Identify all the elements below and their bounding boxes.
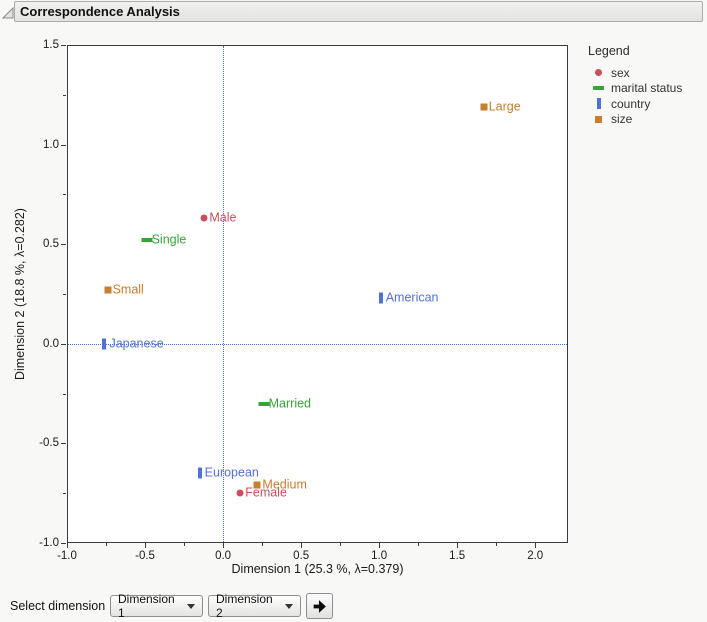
legend-item-marital-status[interactable]: marital status xyxy=(586,81,682,97)
x-axis-tick-label: 0.5 xyxy=(293,550,310,562)
hbar-marker-icon xyxy=(592,86,605,91)
select-dimension-label: Select dimension xyxy=(10,599,106,613)
x-zero-reference-line xyxy=(223,46,225,542)
chevron-down-icon xyxy=(285,603,293,609)
disclosure-triangle-icon[interactable] xyxy=(1,6,14,19)
legend-item-country[interactable]: country xyxy=(586,96,682,112)
point-american[interactable] xyxy=(378,292,383,304)
dimension-2-dropdown[interactable]: Dimension 2 xyxy=(208,592,301,620)
x-axis-tick-label: 1.0 xyxy=(371,550,388,562)
point-single[interactable] xyxy=(141,238,153,243)
x-axis-label: Dimension 1 (25.3 %, λ=0.379) xyxy=(231,562,404,576)
x-axis-minor-tick xyxy=(184,543,186,546)
y-axis-tick-label: 0.5 xyxy=(43,238,59,251)
y-axis-major-tick xyxy=(61,144,66,146)
plot-frame[interactable] xyxy=(67,45,568,543)
x-axis-minor-tick xyxy=(262,543,264,546)
legend-title: Legend xyxy=(588,44,630,58)
go-button[interactable] xyxy=(306,593,333,619)
legend-item-label: size xyxy=(611,112,633,127)
x-axis-tick-label: -1.0 xyxy=(57,550,77,562)
hbar-swatch xyxy=(593,86,604,91)
x-axis-minor-tick xyxy=(340,543,342,546)
point-label-european: European xyxy=(204,465,259,480)
point-female[interactable] xyxy=(236,489,244,497)
x-axis-minor-tick xyxy=(418,543,420,546)
square-marker-icon xyxy=(592,115,605,123)
point-label-japanese: Japanese xyxy=(109,336,164,351)
dimension-2-dropdown-value: Dimension 2 xyxy=(216,592,273,620)
vbar-marker-icon xyxy=(592,98,605,110)
y-axis-major-tick xyxy=(61,244,66,246)
legend-item-label: country xyxy=(611,96,651,111)
dimension-1-dropdown[interactable]: Dimension 1 xyxy=(110,592,203,620)
y-axis-tick-label: 0.0 xyxy=(43,337,59,350)
right-arrow-icon xyxy=(313,599,326,613)
x-axis-tick-label: 2.0 xyxy=(527,550,544,562)
x-axis-minor-tick xyxy=(496,543,498,546)
point-male[interactable] xyxy=(200,214,208,222)
x-axis-major-tick xyxy=(223,543,225,548)
point-small[interactable] xyxy=(104,286,112,294)
legend: Legend sex marital status country size xyxy=(586,44,682,127)
y-axis-tick-label: 1.0 xyxy=(43,138,59,151)
y-axis-tick-label: -0.5 xyxy=(39,437,59,450)
point-label-single: Single xyxy=(151,232,187,247)
x-axis-major-tick xyxy=(67,543,68,548)
vbar-swatch xyxy=(596,98,601,110)
y-axis-tick-label: -1.0 xyxy=(39,537,59,549)
point-label-large: Large xyxy=(488,99,521,114)
x-axis-minor-tick xyxy=(106,543,108,546)
point-label-medium: Medium xyxy=(262,477,307,492)
outline-header: Correspondence Analysis xyxy=(0,1,707,22)
y-axis-minor-tick xyxy=(63,393,66,395)
x-axis-major-tick xyxy=(379,543,381,548)
y-axis-tick-label: 1.5 xyxy=(43,39,59,51)
chevron-down-icon xyxy=(187,603,195,609)
point-label-small: Small xyxy=(112,282,144,297)
x-axis-major-tick xyxy=(457,543,459,548)
y-axis-minor-tick xyxy=(63,493,66,495)
x-axis-tick-label: 1.5 xyxy=(449,550,466,562)
circle-marker-icon xyxy=(592,69,605,77)
point-label-married: Married xyxy=(268,396,312,411)
circle-swatch xyxy=(595,69,602,77)
point-label-female: Female xyxy=(245,485,287,500)
legend-item-size[interactable]: size xyxy=(586,112,682,128)
y-axis-major-tick xyxy=(61,343,66,345)
legend-item-sex[interactable]: sex xyxy=(586,65,682,81)
point-medium[interactable] xyxy=(253,481,261,489)
y-axis-minor-tick xyxy=(63,94,66,96)
point-large[interactable] xyxy=(480,103,488,111)
point-label-male: Male xyxy=(209,211,237,226)
x-axis-tick-label: -0.5 xyxy=(135,550,155,562)
square-swatch xyxy=(595,115,602,123)
y-axis-minor-tick xyxy=(63,294,66,295)
point-japanese[interactable] xyxy=(102,338,107,350)
legend-items: sex marital status country size xyxy=(586,65,682,127)
x-axis-tick-label: 0.0 xyxy=(215,550,232,562)
x-axis-major-tick xyxy=(145,543,147,548)
x-axis-major-tick xyxy=(535,543,537,548)
point-married[interactable] xyxy=(258,401,270,406)
page-title[interactable]: Correspondence Analysis xyxy=(14,1,703,22)
y-axis-major-tick xyxy=(61,543,66,544)
x-axis-major-tick xyxy=(301,543,303,548)
legend-item-label: sex xyxy=(611,65,630,80)
legend-item-label: marital status xyxy=(611,81,683,96)
y-axis-label: Dimension 2 (18.8 %, λ=0.282) xyxy=(13,208,27,380)
y-zero-reference-line xyxy=(68,343,567,345)
dimension-1-dropdown-value: Dimension 1 xyxy=(118,592,175,620)
y-axis-major-tick xyxy=(61,45,66,46)
point-label-american: American xyxy=(385,290,439,305)
point-european[interactable] xyxy=(197,467,202,479)
y-axis-major-tick xyxy=(61,443,66,445)
y-axis-minor-tick xyxy=(63,194,66,196)
